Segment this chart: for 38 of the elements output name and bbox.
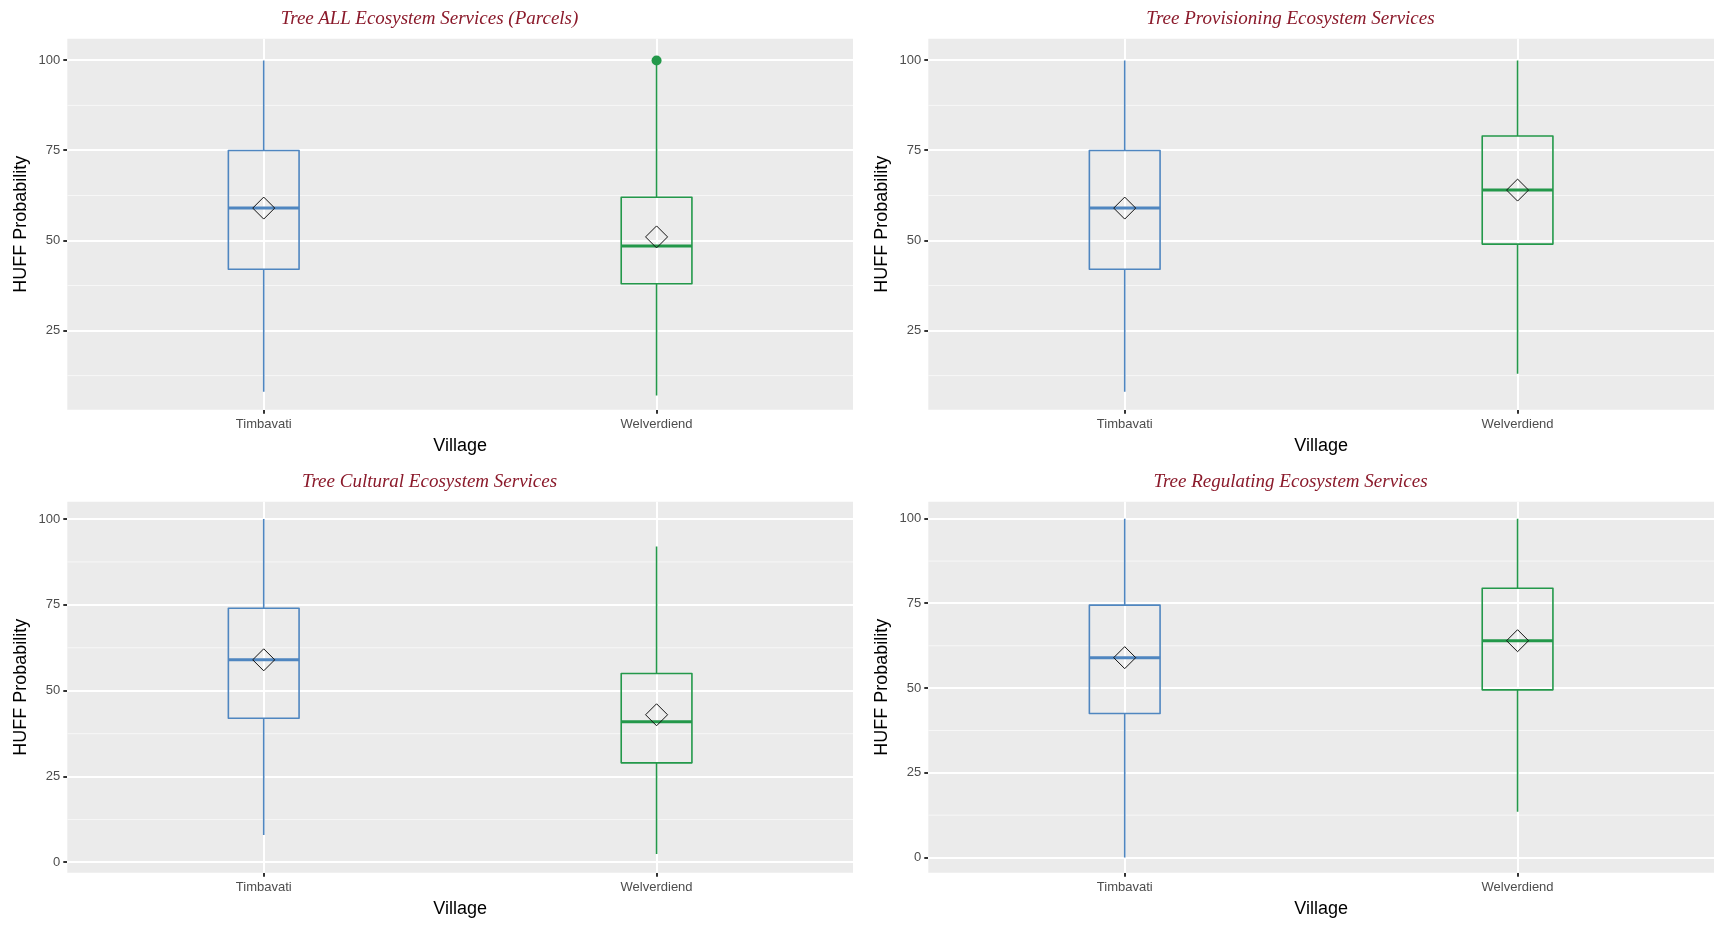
x-tick-label: Timbavati — [1096, 416, 1153, 432]
y-tick-label: 50 — [906, 232, 922, 248]
y-tick-label: 25 — [906, 322, 922, 338]
x-tick-label: Timbavati — [235, 879, 292, 895]
y-axis-title: HUFF Probability — [9, 155, 30, 293]
y-tick-label: 25 — [45, 322, 61, 338]
y-tick-label: 25 — [45, 768, 61, 784]
y-axis-title: HUFF Probability — [870, 155, 891, 293]
y-axis-title: HUFF Probability — [9, 618, 30, 756]
y-tick-label: 50 — [45, 682, 61, 698]
y-tick-label: 50 — [906, 679, 922, 695]
x-tick-label: Timbavati — [1096, 879, 1153, 895]
x-tick-label: Welverdiend — [620, 879, 693, 895]
x-tick-label: Timbavati — [235, 416, 292, 432]
y-tick-label: 75 — [906, 595, 922, 611]
y-tick-label: 100 — [899, 51, 922, 67]
chart-title: Tree Cultural Ecosystem Services — [301, 470, 558, 492]
chart-title: Tree ALL Ecosystem Services (Parcels) — [280, 7, 579, 30]
x-axis-title: Village — [1294, 435, 1348, 456]
y-tick-label: 75 — [906, 142, 922, 158]
y-tick-label: 0 — [53, 854, 61, 870]
y-tick-label: 100 — [38, 510, 61, 526]
x-axis-title: Village — [1294, 898, 1348, 919]
y-tick-label: 100 — [899, 510, 922, 526]
y-tick-label: 75 — [45, 142, 61, 158]
x-axis-title: Village — [433, 898, 487, 919]
chart-title: Tree Regulating Ecosystem Services — [1153, 470, 1428, 492]
y-tick-label: 25 — [906, 764, 922, 780]
y-tick-label: 50 — [45, 232, 61, 248]
x-tick-label: Welverdiend — [1481, 879, 1554, 895]
y-axis-title: HUFF Probability — [870, 618, 891, 756]
y-tick-label: 100 — [38, 51, 61, 67]
x-axis-title: Village — [433, 435, 487, 456]
chart-title: Tree Provisioning Ecosystem Services — [1146, 7, 1435, 29]
y-tick-label: 75 — [45, 596, 61, 612]
y-tick-label: 0 — [914, 849, 922, 865]
x-tick-label: Welverdiend — [1481, 416, 1554, 432]
x-tick-label: Welverdiend — [620, 416, 693, 432]
